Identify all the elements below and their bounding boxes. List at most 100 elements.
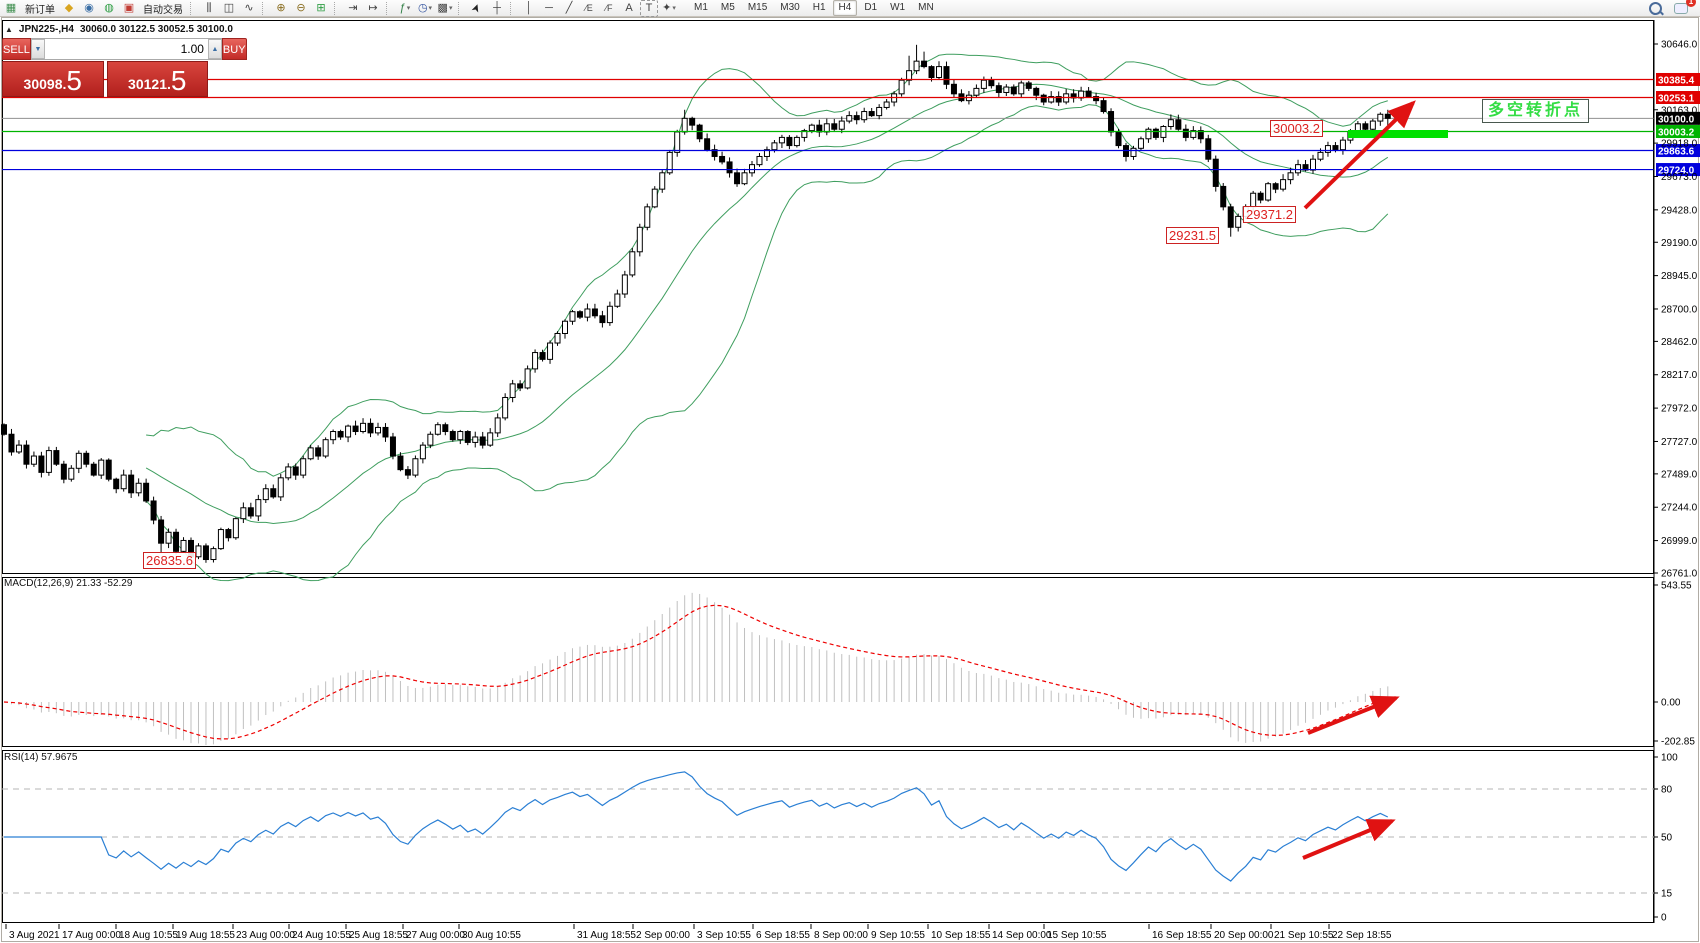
timeframe-h4[interactable]: H4 [832,0,858,16]
bar-chart-icon[interactable]: ⫼ [206,1,212,14]
horizontal-line-icon[interactable]: ─ [545,1,553,14]
svg-text:28217.0: 28217.0 [1661,370,1698,381]
chart-marker-icon: ▲ [5,25,13,34]
trendline-icon[interactable]: ╱ [565,1,573,14]
one-click-trade-panel: SELL ▼ ▲ BUY 30098.5 30121.5 [2,38,247,97]
sell-quote-button[interactable]: 30098. 5 [2,61,104,97]
crosshair-icon[interactable]: ┼ [493,1,501,14]
buy-price-main: 30121 [128,76,167,92]
new-order-icon[interactable]: ▦ [5,1,17,14]
signal-icon[interactable]: ◍ [104,1,114,14]
price-line-badge [1656,144,1700,158]
svg-text:2 Sep 00:00: 2 Sep 00:00 [636,930,690,941]
shapes-icon[interactable]: ✦ ▾ [662,1,676,14]
svg-text:30646.0: 30646.0 [1661,40,1698,51]
trend-arrow [1302,819,1396,860]
svg-text:9 Sep 10:55: 9 Sep 10:55 [871,930,925,941]
svg-text:26999.0: 26999.0 [1661,536,1698,547]
svg-text:30385.4: 30385.4 [1658,75,1695,86]
svg-text:22 Sep 18:55: 22 Sep 18:55 [1332,930,1392,941]
svg-text:0: 0 [1661,913,1667,924]
svg-text:10 Sep 18:55: 10 Sep 18:55 [931,930,991,941]
horizontal-lines: 30385.4 30253.1 30100.0 30003.2 29863.6 29724… [2,72,1700,177]
svg-text:26761.0: 26761.0 [1661,569,1698,580]
timeframe-h1[interactable]: H1 [812,2,826,13]
timeframe-m5[interactable]: M5 [720,2,735,13]
annotation-graphics [1302,100,1448,860]
zoom-in-icon[interactable]: ⊕ [276,1,286,14]
price-line-badge [1656,111,1700,125]
svg-text:23 Aug 00:00: 23 Aug 00:00 [236,930,295,941]
svg-text:100: 100 [1661,753,1678,764]
macd-signal-line [3,604,1389,740]
svg-text:29918.0: 29918.0 [1661,139,1698,150]
new-order-label[interactable]: 新订单 [25,4,55,16]
ohlc-readout: 30060.0 30122.5 30052.5 30100.0 [79,24,233,35]
chat-icon[interactable]: 1 [1672,0,1696,17]
line-chart-icon[interactable]: ∿ [244,1,254,14]
svg-text:8 Sep 00:00: 8 Sep 00:00 [814,930,868,941]
svg-text:30253.1: 30253.1 [1658,93,1695,104]
svg-text:21 Sep 10:55: 21 Sep 10:55 [1274,930,1334,941]
svg-text:16 Sep 18:55: 16 Sep 18:55 [1152,930,1212,941]
templates-icon[interactable]: ▩ ▾ [437,1,453,14]
text-tool-icon[interactable]: A [625,1,633,14]
svg-text:3 Aug 2021: 3 Aug 2021 [9,930,60,941]
toolbar-separator [386,1,392,15]
sell-button[interactable]: SELL [2,38,31,60]
svg-text:29863.6: 29863.6 [1658,147,1695,158]
buy-price-dot: . [166,76,171,92]
macd-histogram [3,592,1389,745]
timeframe-m30[interactable]: M30 [780,2,800,13]
chevron-down-icon: ▾ [672,4,676,12]
svg-text:30163.0: 30163.0 [1661,105,1698,116]
svg-text:14 Sep 00:00: 14 Sep 00:00 [992,930,1052,941]
svg-text:27489.0: 27489.0 [1661,469,1698,480]
buy-quote-button[interactable]: 30121. 5 [106,61,208,97]
vertical-line-icon[interactable]: │ [525,1,533,14]
svg-text:27244.0: 27244.0 [1661,503,1698,514]
svg-text:30 Aug 10:55: 30 Aug 10:55 [462,930,521,941]
tile-windows-icon[interactable]: ⊞ [316,1,326,14]
price-note[interactable]: 30003.2 [1270,120,1323,137]
timeframe-mn[interactable]: MN [918,2,934,13]
autotrade-label[interactable]: 自动交易 [143,4,183,16]
svg-text:24 Aug 10:55: 24 Aug 10:55 [292,930,351,941]
timeframe-m1[interactable]: M1 [694,2,708,13]
cursor-icon[interactable]: ➤ [469,1,484,15]
volume-decrease-button[interactable]: ▼ [30,39,45,59]
label-tool-icon[interactable]: T [640,0,658,17]
deposit-icon[interactable]: ◆ [64,1,74,14]
timeframe-w1[interactable]: W1 [890,2,906,13]
candle-chart-icon[interactable]: ◫ [223,1,235,14]
indicators-add-icon[interactable]: ƒ ▾ [399,1,411,14]
chart-shift-icon[interactable]: ↦ [368,1,378,14]
community-icon[interactable]: ◉ [84,1,94,14]
autotrade-icon[interactable]: ▣ [123,1,135,14]
fibonacci-icon[interactable]: ∕F [605,2,613,13]
periods-icon[interactable]: ◷ ▾ [417,1,433,14]
chart-header: ▲ JPN225-,H4 30060.0 30122.5 30052.5 301… [5,24,233,35]
macd-axis: 543.55 0.00 -202.85 [1654,581,1695,748]
zoom-out-icon[interactable]: ⊖ [296,1,306,14]
search-icon[interactable] [1646,0,1664,17]
volume-input[interactable] [44,39,208,59]
buy-button[interactable]: BUY [221,38,247,60]
price-note[interactable]: 29231.5 [1166,227,1219,244]
price-note[interactable]: 29371.2 [1243,206,1296,223]
channel-icon[interactable]: ∕E [585,2,593,13]
auto-scroll-icon[interactable]: ⇥ [348,1,358,14]
timeframe-d1[interactable]: D1 [864,2,878,13]
timeframe-m15[interactable]: M15 [747,2,768,13]
svg-text:27 Aug 00:00: 27 Aug 00:00 [406,930,465,941]
svg-text:25 Aug 18:55: 25 Aug 18:55 [349,930,408,941]
volume-increase-button[interactable]: ▲ [207,39,222,59]
svg-text:28462.0: 28462.0 [1661,337,1698,348]
turning-point-note[interactable]: 多空转折点 [1482,99,1590,123]
price-note[interactable]: 26835.6 [143,552,196,569]
sell-price-main: 30098 [23,76,63,92]
toolbar-separator [510,1,516,15]
chevron-down-icon: ▾ [448,4,453,12]
